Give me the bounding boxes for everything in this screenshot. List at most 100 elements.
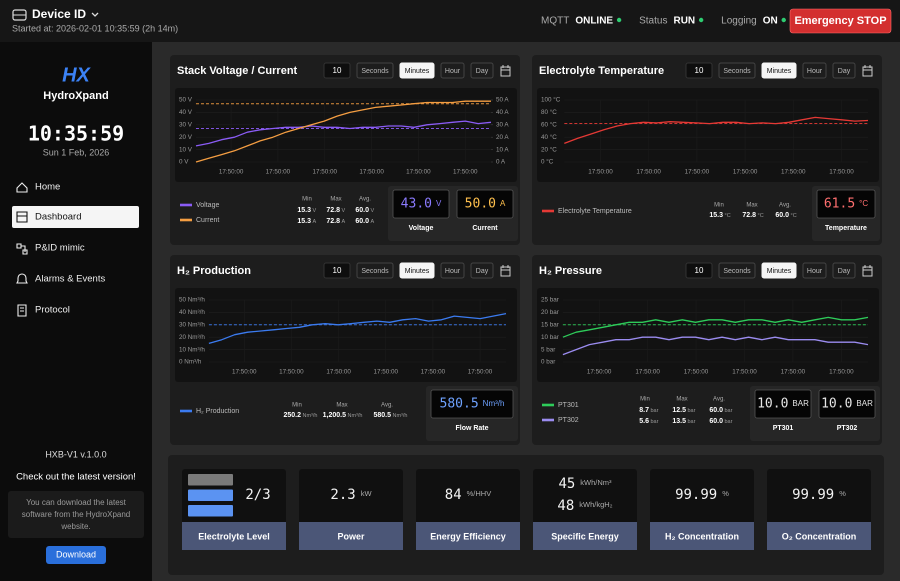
unit-button[interactable] [440,62,465,79]
unit-label: Hour [445,268,461,275]
y-tick-label: 100 °C [541,96,561,104]
kpi-unit: kW [361,489,373,498]
x-tick-label: 17:50:00 [829,369,854,376]
gauge-display [754,389,812,419]
gauge-display [456,189,514,219]
x-tick-label: 17:50:00 [732,369,757,376]
unit-button[interactable] [802,62,827,79]
unit-button[interactable] [802,262,827,279]
unit-button[interactable] [356,262,394,279]
stat-value: 60.0 [355,207,369,214]
legend-swatch [542,209,554,213]
x-tick-label: 17:50:00 [219,169,244,176]
legend-label: Electrolyte Temperature [558,208,632,215]
y-tick-label: 80 °C [541,108,557,116]
range-input[interactable] [685,62,713,79]
gauge-value: 10.0 [821,397,852,412]
legend-swatch [180,409,192,413]
kpi-value: 99.99 [792,487,834,503]
unit-button[interactable] [718,262,756,279]
unit-button[interactable] [470,62,494,79]
chart-box [175,88,517,182]
unit-button[interactable] [440,262,465,279]
x-tick-label: 17:50:00 [266,169,291,176]
series-line [195,120,492,147]
unit-label: Minutes [405,68,430,75]
range-input[interactable] [323,62,351,79]
kpi-label-bg [182,522,286,550]
calendar-icon [862,265,873,277]
y-tick-label: 60 °C [541,120,557,128]
status-dot [781,17,786,23]
nav-item[interactable]: Dashboard [35,212,81,223]
kpi-label: H₂ Concentration [665,531,739,541]
stat-unit: bar [725,419,733,425]
x-tick-label: 17:50:00 [733,169,758,176]
stat-header: Max [336,403,347,409]
stat-unit: bar [651,408,659,414]
unit-button[interactable] [356,62,394,79]
date: Sun 1 Feb, 2026 [43,147,110,157]
kpi-value: 84 [445,487,462,503]
nav-item[interactable]: P&ID mimic [35,243,85,254]
kpi-value: 45 [558,476,575,492]
chevron [91,12,99,17]
unit-button[interactable] [832,262,856,279]
stat-unit: bar [688,419,696,425]
emergency-button[interactable] [789,8,892,34]
stat-value: 60.0 [709,407,723,414]
stat-unit: bar [651,419,659,425]
panel-title: H₂ Production [177,265,251,277]
unit-label: Seconds [723,68,751,75]
unit-button[interactable] [718,62,756,79]
logo-mark: HX [62,64,91,86]
kpi-value: 2/3 [245,487,270,503]
stat-header: Max [330,197,341,203]
nav-item[interactable]: Alarms & Events [35,274,105,285]
panel-title: Stack Voltage / Current [177,65,298,77]
unit-button[interactable] [399,262,435,279]
unit-label: Hour [807,68,823,75]
unit-button[interactable] [399,62,435,79]
stat-unit: A [371,219,375,225]
unit-label: Seconds [723,268,751,275]
started-at: Started at: 2026-02-01 10:35:59 (2h 14m) [12,23,178,33]
update-box [8,491,144,538]
gauge-unit: Nm³/h [483,399,505,408]
gauge-value: 10.0 [757,397,788,412]
stat-unit: V [371,208,375,214]
stat-header: Min [302,197,312,203]
kpi-label-bg [533,522,637,550]
stat-value: 15.3 [297,207,311,214]
series-line [564,116,869,145]
unit-button[interactable] [832,62,856,79]
download-button[interactable] [46,546,106,564]
kpi-unit: %/HHV [467,489,492,498]
level-bar [188,505,233,517]
range-input[interactable] [323,262,351,279]
kpi-unit: kWh/kgH₂ [579,500,612,509]
emergency-label: Emergency STOP [794,15,886,27]
unit-button[interactable] [470,262,494,279]
series-line [208,312,507,345]
nav-item[interactable]: Protocol [35,305,70,316]
gauge-display [392,189,450,219]
y-tick-label: 15 bar [541,321,559,328]
stat-header: Max [746,203,757,209]
kpi-label-bg [767,522,871,550]
status-dot [698,17,704,23]
kpi-label-bg [299,522,403,550]
clock: 10:35:59 [28,122,124,146]
nav-item[interactable]: Home [35,182,60,193]
stat-value: 72.8 [326,218,340,225]
x-tick-label: 17:50:00 [684,369,709,376]
unit-label: Seconds [361,68,389,75]
gauge-unit: BAR [792,399,809,408]
unit-button[interactable] [761,62,797,79]
unit-label: Day [476,268,489,275]
range-input[interactable] [685,262,713,279]
unit-button[interactable] [761,262,797,279]
stat-header: Max [676,397,687,403]
